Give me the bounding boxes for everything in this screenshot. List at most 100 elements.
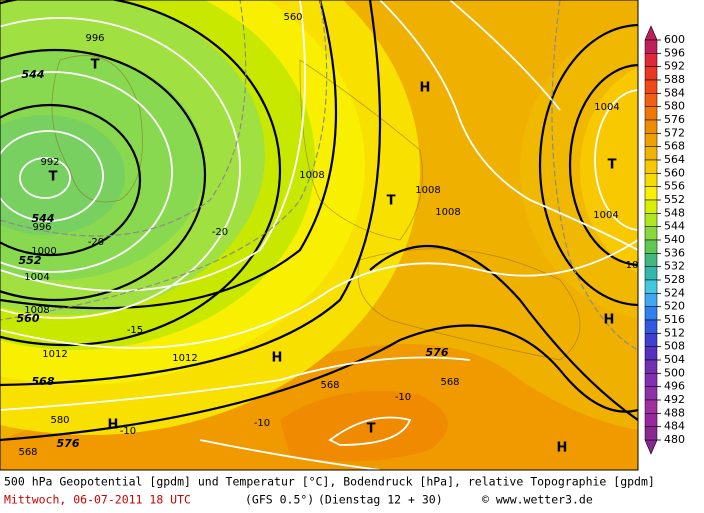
colorbar-cell [644,426,658,441]
colorbar-cell [644,373,658,387]
colorbar-label: 496 [664,380,685,393]
map-label: H [557,441,568,456]
colorbar-cell [644,213,658,227]
colorbar-label: 600 [664,33,685,46]
colorbar-cell [644,226,658,241]
map-label: 1004 [24,272,49,283]
colorbar-label: 520 [664,300,685,313]
colorbar-label: 544 [664,220,685,233]
colorbar-label: 564 [664,153,685,166]
map-label: 10 [626,260,639,271]
colorbar-cell [644,413,658,427]
map-label: 568 [32,375,55,388]
map-label: 576 [426,346,449,359]
colorbar-label: 480 [664,433,685,446]
map [0,0,638,470]
map-label: 568 [18,447,37,458]
colorbar-cell [644,173,658,187]
map-label: 544 [22,68,45,81]
colorbar-label: 572 [664,126,685,139]
colorbar-arrow-top [644,25,658,41]
colorbar-label: 488 [664,406,685,419]
map-label: -10 [120,426,136,437]
map-label: 580 [50,415,69,426]
colorbar: 6005965925885845805765725685645605565525… [644,25,685,455]
map-label: 1008 [435,207,460,218]
colorbar-cell [644,239,658,254]
map-label: T [49,170,58,185]
colorbar-label: 596 [664,46,685,59]
colorbar-arrow-bottom [644,439,658,455]
map-label: 568 [320,380,339,391]
map-label: -15 [127,325,143,336]
map-label: 560 [283,12,302,23]
map-label: 552 [19,254,42,267]
map-label: 1012 [172,353,197,364]
colorbar-label: 516 [664,313,685,326]
colorbar-cell [644,199,658,214]
map-label: H [272,351,283,366]
colorbar-cell [644,293,658,307]
map-label: T [91,58,100,73]
colorbar-label: 560 [664,166,685,179]
colorbar-cell [644,93,658,107]
map-label: T [608,158,617,173]
colorbar-label: 500 [664,366,685,379]
colorbar-cell [644,333,658,347]
colorbar-cell [644,106,658,121]
colorbar-label: 524 [664,286,685,299]
colorbar-cell [644,186,658,201]
map-labels: 996T544992T54499610005521004100856010125… [17,12,639,458]
footer-copyright: © www.wetter3.de [482,493,593,507]
footer-date: Mittwoch, 06-07-2011 18 UTC [4,493,191,507]
colorbar-cell [644,133,658,147]
colorbar-cell [644,253,658,267]
map-label: 560 [17,312,40,325]
colorbar-label: 576 [664,113,685,126]
colorbar-cell [644,39,658,54]
colorbar-cell [644,79,658,94]
colorbar-label: 512 [664,326,685,339]
colorbar-cell [644,266,658,281]
map-label: -20 [88,237,104,248]
map-label: 1004 [594,102,619,113]
colorbar-cell [644,346,658,361]
map-label: T [387,194,396,209]
colorbar-label: 588 [664,73,685,86]
colorbar-cell [644,66,658,81]
map-label: 1008 [24,305,49,316]
map-label: 1004 [593,210,618,221]
colorbar-cell [644,279,658,294]
colorbar-cell [644,159,658,174]
colorbar-label: 548 [664,206,685,219]
colorbar-label: 556 [664,180,685,193]
colorbar-label: 592 [664,60,685,73]
colorbar-label: 540 [664,233,685,246]
map-label: 544 [32,212,55,225]
colorbar-label: 492 [664,393,685,406]
map-label: 1008 [415,185,440,196]
map-label: -10 [395,392,411,403]
colorbar-label: 532 [664,260,685,273]
colorbar-cell [644,146,658,161]
colorbar-cell [644,119,658,134]
map-label: H [420,81,431,96]
map-label: 576 [57,437,80,450]
colorbar-label: 580 [664,100,685,113]
colorbar-cell [644,386,658,401]
colorbar-label: 536 [664,246,685,259]
colorbar-label: 568 [664,140,685,153]
map-label: -20 [212,227,228,238]
footer-description: 500 hPa Geopotential [gpdm] und Temperat… [4,475,655,489]
colorbar-label: 552 [664,193,685,206]
colorbar-label: 528 [664,273,685,286]
map-label: -10 [254,418,270,429]
map-label: 1000 [31,246,56,257]
colorbar-cell [644,359,658,374]
footer-run: (Dienstag 12 + 30) [318,493,443,507]
colorbar-label: 504 [664,353,685,366]
colorbar-cell [644,306,658,321]
map-label: 992 [40,157,59,168]
colorbar-label: 508 [664,340,685,353]
